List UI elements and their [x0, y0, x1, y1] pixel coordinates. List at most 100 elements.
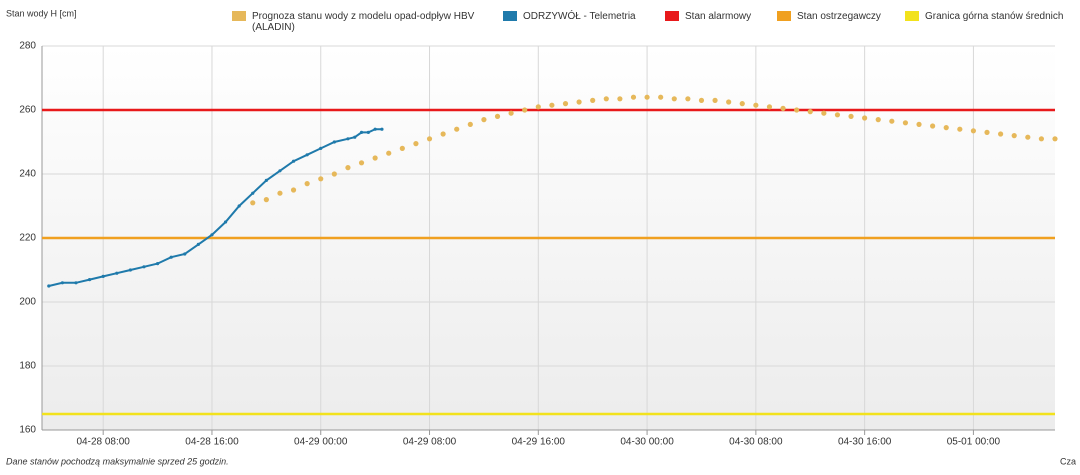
forecast-dot — [318, 176, 324, 182]
telemetry-point — [196, 242, 200, 246]
telemetry-point — [128, 268, 132, 272]
forecast-dot — [304, 181, 310, 187]
x-tick-label: 04-28 16:00 — [185, 437, 239, 448]
forecast-dot — [494, 113, 501, 119]
forecast-dot — [522, 107, 528, 113]
forecast-dot — [644, 94, 650, 100]
forecast-dot — [916, 121, 922, 127]
telemetry-point — [319, 146, 323, 150]
forecast-dot — [889, 118, 895, 124]
telemetry-point — [359, 130, 364, 134]
x-tick-label: 04-30 00:00 — [620, 437, 674, 448]
forecast-dot — [454, 126, 460, 132]
telemetry-point — [380, 127, 384, 131]
forecast-dot — [413, 141, 419, 147]
forecast-dot — [658, 94, 664, 100]
telemetry-point — [155, 262, 160, 266]
y-tick-label: 180 — [19, 361, 36, 372]
corner-text: Cza — [1060, 456, 1076, 466]
legend-swatch — [503, 11, 517, 21]
forecast-dot — [862, 115, 868, 121]
x-tick-label: 04-29 08:00 — [403, 437, 457, 448]
forecast-dot — [372, 155, 378, 161]
telemetry-point — [346, 137, 350, 141]
forecast-dot — [957, 126, 963, 132]
legend-label: ODRZYWÓŁ - Telemetria — [523, 11, 636, 22]
forecast-dot — [834, 112, 841, 118]
forecast-dot — [290, 187, 297, 193]
forecast-dot — [617, 96, 623, 102]
x-tick-label: 04-30 16:00 — [838, 437, 892, 448]
y-axis-label: Stan wody H [cm] — [6, 8, 77, 18]
x-tick-label: 04-28 08:00 — [76, 437, 130, 448]
forecast-dot — [399, 145, 405, 151]
telemetry-point — [183, 252, 187, 256]
telemetry-point — [142, 265, 146, 269]
legend-label: Granica górna stanów średnich — [925, 11, 1064, 22]
forecast-dot — [671, 96, 677, 102]
forecast-dot — [250, 200, 256, 206]
forecast-dot — [1052, 136, 1058, 142]
legend-swatch — [665, 11, 679, 21]
forecast-dot — [930, 123, 936, 129]
telemetry-point — [237, 204, 241, 208]
forecast-dot — [549, 102, 555, 108]
forecast-dot — [1025, 134, 1031, 140]
legend-item[interactable]: Prognoza stanu wody z modelu opad-odpływ… — [232, 11, 477, 33]
forecast-dot — [535, 104, 541, 110]
telemetry-point — [305, 153, 309, 157]
forecast-dot — [685, 96, 691, 102]
telemetry-point — [87, 278, 92, 282]
legend-item[interactable]: Granica górna stanów średnich — [905, 11, 1063, 22]
forecast-dot — [358, 160, 365, 166]
y-tick-label: 260 — [19, 105, 36, 116]
telemetry-point — [353, 135, 357, 139]
forecast-dot — [331, 171, 337, 177]
forecast-dot — [821, 110, 827, 116]
forecast-dot — [562, 101, 569, 107]
forecast-dot — [1038, 136, 1045, 142]
footnote: Dane stanów pochodzą maksymalnie sprzed … — [6, 456, 229, 466]
telemetry-point — [101, 274, 105, 278]
forecast-dot — [848, 113, 854, 119]
x-tick-label: 04-30 08:00 — [729, 437, 783, 448]
telemetry-point — [278, 169, 282, 173]
forecast-dot — [386, 150, 392, 156]
forecast-dot — [943, 125, 949, 131]
y-tick-label: 160 — [19, 425, 36, 436]
x-tick-label: 05-01 00:00 — [947, 437, 1001, 448]
forecast-dot — [508, 110, 514, 116]
telemetry-point — [264, 178, 268, 182]
telemetry-point — [169, 255, 173, 259]
legend-swatch — [905, 11, 919, 21]
forecast-dot — [263, 197, 269, 203]
forecast-dot — [739, 101, 745, 107]
forecast-dot — [766, 104, 773, 110]
y-tick-label: 280 — [19, 41, 36, 52]
legend-item[interactable]: Stan alarmowy — [665, 11, 751, 22]
forecast-dot — [984, 129, 990, 135]
y-tick-label: 200 — [19, 297, 36, 308]
forecast-dot — [590, 97, 596, 103]
forecast-dot — [780, 105, 786, 111]
legend-item[interactable]: Stan ostrzegawczy — [777, 11, 881, 22]
forecast-dot — [998, 131, 1004, 137]
forecast-dot — [970, 128, 977, 134]
telemetry-point — [373, 127, 377, 131]
forecast-dot — [698, 97, 705, 103]
forecast-dot — [794, 107, 800, 113]
forecast-dot — [902, 120, 909, 126]
legend-label: Stan alarmowy — [685, 11, 752, 22]
forecast-dot — [481, 117, 487, 123]
forecast-dot — [576, 99, 582, 105]
legend-item[interactable]: ODRZYWÓŁ - Telemetria — [503, 11, 636, 22]
telemetry-point — [60, 281, 64, 285]
telemetry-point — [366, 130, 370, 134]
telemetry-point — [223, 220, 228, 224]
telemetry-point — [47, 284, 51, 288]
y-tick-label: 220 — [19, 233, 36, 244]
telemetry-point — [74, 281, 78, 285]
forecast-dot — [467, 121, 473, 127]
forecast-dot — [753, 102, 759, 108]
